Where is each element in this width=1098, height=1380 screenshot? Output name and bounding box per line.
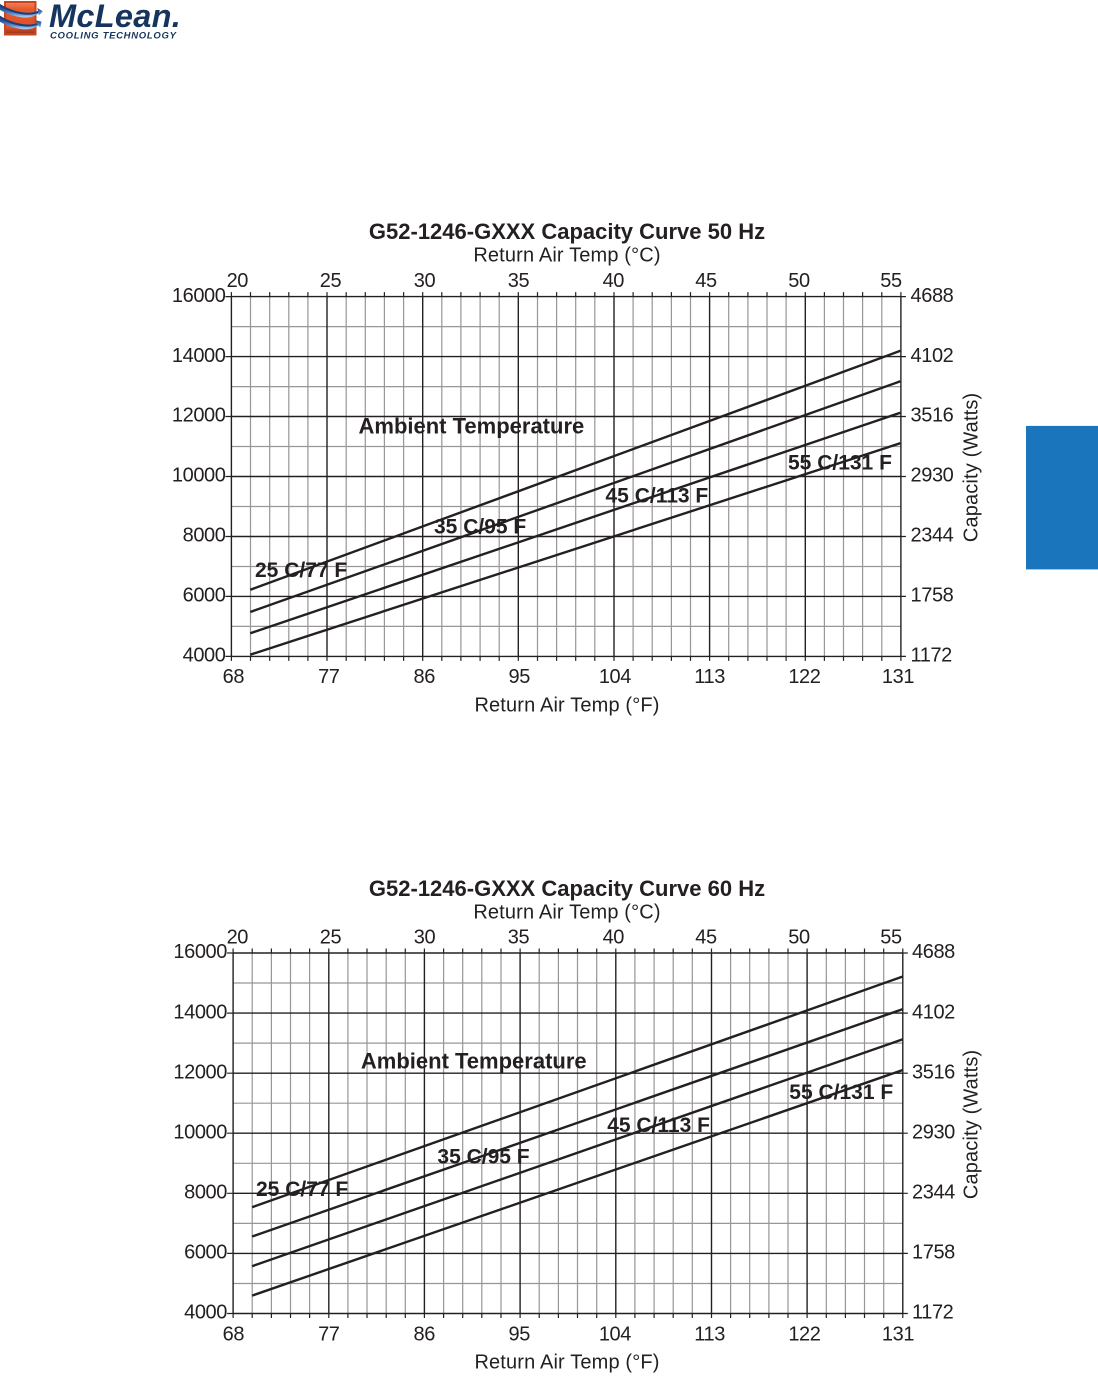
svg-text:35 C/95 F: 35 C/95 F xyxy=(437,1146,529,1169)
svg-text:Ambient Temperature: Ambient Temperature xyxy=(361,1049,587,1074)
svg-text:77: 77 xyxy=(318,1324,340,1346)
svg-text:6000: 6000 xyxy=(183,585,226,607)
svg-text:55: 55 xyxy=(880,270,902,292)
svg-text:8000: 8000 xyxy=(184,1182,227,1204)
svg-text:95: 95 xyxy=(508,666,530,688)
svg-text:1758: 1758 xyxy=(912,1242,955,1264)
svg-text:68: 68 xyxy=(223,1324,245,1346)
svg-text:8000: 8000 xyxy=(183,525,226,547)
svg-text:G52-1246-GXXX Capacity Curve 5: G52-1246-GXXX Capacity Curve 50 Hz xyxy=(369,219,765,244)
svg-text:Return Air Temp (°C): Return Air Temp (°C) xyxy=(473,902,660,924)
svg-text:12000: 12000 xyxy=(173,1061,227,1083)
svg-text:COOLING TECHNOLOGY: COOLING TECHNOLOGY xyxy=(50,31,178,42)
svg-text:45 C/113 F: 45 C/113 F xyxy=(606,485,709,508)
svg-text:55: 55 xyxy=(880,926,902,948)
svg-text:3516: 3516 xyxy=(912,1061,955,1083)
svg-text:86: 86 xyxy=(413,666,435,688)
svg-text:Return Air Temp (°C): Return Air Temp (°C) xyxy=(473,245,660,267)
svg-text:20: 20 xyxy=(227,270,249,292)
svg-text:104: 104 xyxy=(599,1324,631,1346)
svg-text:40: 40 xyxy=(603,926,625,948)
svg-text:Ambient Temperature: Ambient Temperature xyxy=(359,414,585,439)
svg-text:35 C/95 F: 35 C/95 F xyxy=(434,516,526,539)
svg-text:14000: 14000 xyxy=(173,1001,227,1023)
svg-text:6000: 6000 xyxy=(184,1242,227,1264)
svg-text:1172: 1172 xyxy=(911,645,953,667)
svg-text:40: 40 xyxy=(603,270,625,292)
svg-text:104: 104 xyxy=(599,666,631,688)
svg-text:131: 131 xyxy=(882,666,914,688)
svg-text:95: 95 xyxy=(508,1324,530,1346)
svg-text:4000: 4000 xyxy=(183,645,226,667)
svg-text:55 C/131 F: 55 C/131 F xyxy=(789,1081,893,1104)
svg-text:25 C/77 F: 25 C/77 F xyxy=(255,559,347,582)
svg-text:113: 113 xyxy=(694,1324,725,1346)
svg-text:16000: 16000 xyxy=(172,285,226,307)
svg-text:131: 131 xyxy=(882,1324,914,1346)
svg-text:45 C/113 F: 45 C/113 F xyxy=(607,1114,710,1137)
svg-text:4000: 4000 xyxy=(184,1302,227,1324)
svg-text:35: 35 xyxy=(508,270,530,292)
svg-text:3516: 3516 xyxy=(911,405,954,427)
svg-text:30: 30 xyxy=(414,926,436,948)
svg-text:86: 86 xyxy=(413,1324,435,1346)
svg-text:16000: 16000 xyxy=(173,941,227,963)
svg-text:68: 68 xyxy=(223,666,245,688)
svg-text:14000: 14000 xyxy=(172,345,226,367)
svg-text:2930: 2930 xyxy=(911,465,954,487)
svg-text:Return Air Temp (°F): Return Air Temp (°F) xyxy=(474,1352,659,1374)
svg-text:45: 45 xyxy=(695,270,717,292)
svg-text:Return Air Temp (°F): Return Air Temp (°F) xyxy=(474,695,659,717)
svg-text:1172: 1172 xyxy=(912,1302,954,1324)
svg-text:25: 25 xyxy=(320,270,342,292)
svg-text:12000: 12000 xyxy=(172,405,226,427)
svg-text:20: 20 xyxy=(227,926,249,948)
svg-text:2930: 2930 xyxy=(912,1122,955,1144)
svg-text:77: 77 xyxy=(318,666,340,688)
svg-text:122: 122 xyxy=(788,666,820,688)
svg-text:4102: 4102 xyxy=(912,1001,955,1023)
svg-text:55 C/131 F: 55 C/131 F xyxy=(788,452,892,475)
svg-text:50: 50 xyxy=(788,270,810,292)
svg-text:G52-1246-GXXX Capacity Curve 6: G52-1246-GXXX Capacity Curve 60 Hz xyxy=(369,876,765,901)
svg-text:25: 25 xyxy=(320,926,342,948)
svg-text:4688: 4688 xyxy=(912,941,955,963)
svg-text:2344: 2344 xyxy=(912,1182,955,1204)
svg-text:122: 122 xyxy=(788,1324,820,1346)
svg-text:10000: 10000 xyxy=(173,1122,227,1144)
svg-text:4688: 4688 xyxy=(911,285,954,307)
svg-text:Capacity (Watts): Capacity (Watts) xyxy=(961,1050,983,1199)
svg-text:10000: 10000 xyxy=(172,465,226,487)
svg-text:30: 30 xyxy=(414,270,436,292)
svg-text:Capacity (Watts): Capacity (Watts) xyxy=(961,393,983,542)
svg-text:113: 113 xyxy=(694,666,725,688)
svg-text:45: 45 xyxy=(695,926,717,948)
svg-text:McLean.: McLean. xyxy=(49,0,181,34)
svg-text:50: 50 xyxy=(788,926,810,948)
svg-text:2344: 2344 xyxy=(911,525,954,547)
svg-text:25 C/77 F: 25 C/77 F xyxy=(256,1178,348,1201)
svg-text:35: 35 xyxy=(508,926,530,948)
svg-text:4102: 4102 xyxy=(911,345,954,367)
svg-text:1758: 1758 xyxy=(911,585,954,607)
